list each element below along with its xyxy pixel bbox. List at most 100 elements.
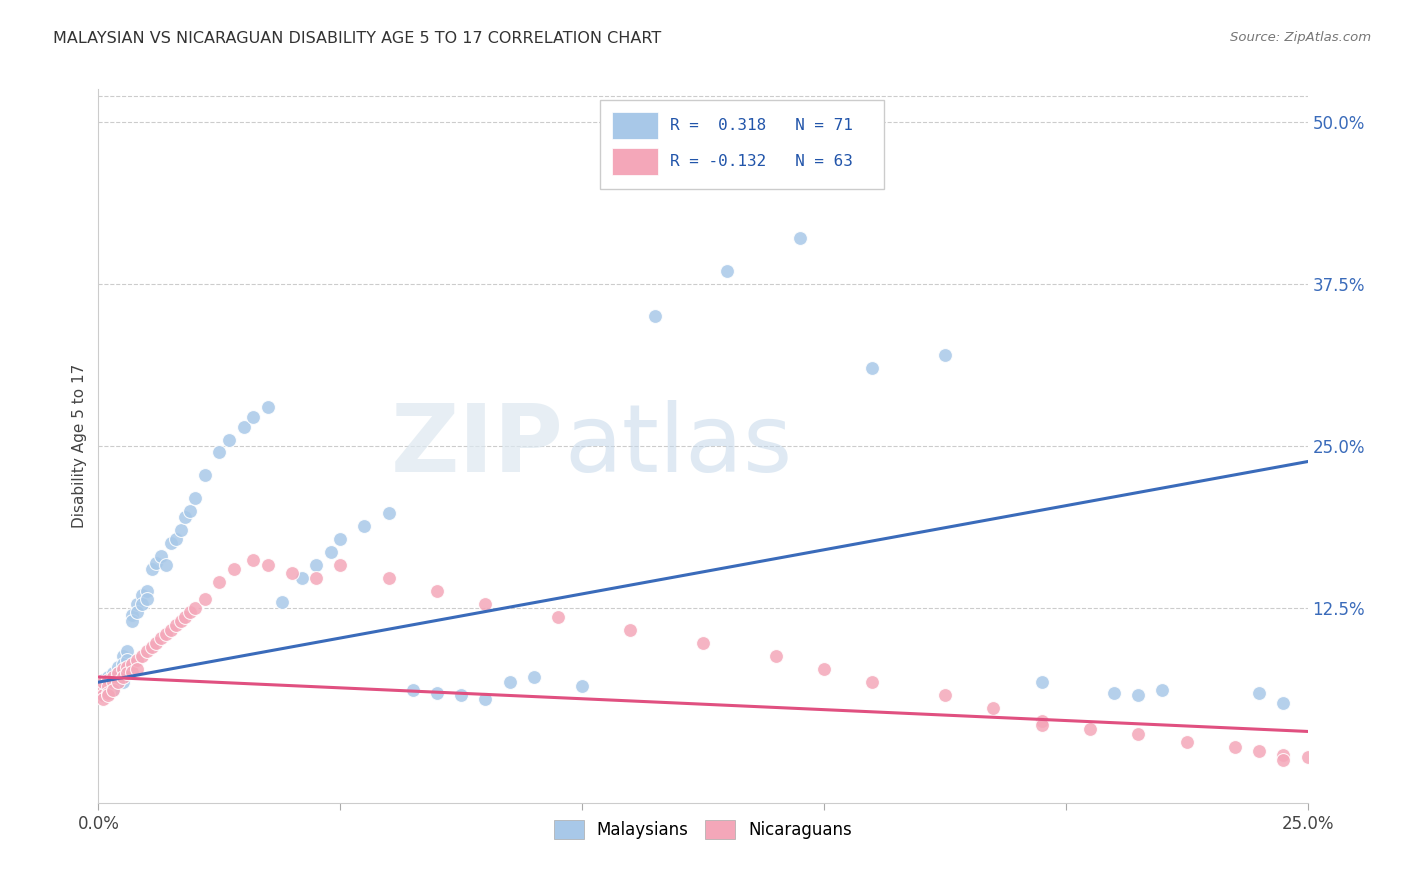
Point [131, 588, 153, 602]
Legend: Malaysians, Nicaraguans: Malaysians, Nicaraguans [547, 814, 859, 846]
Text: R = -0.132   N = 63: R = -0.132 N = 63 [671, 153, 853, 169]
Point [117, 653, 139, 667]
Point [101, 675, 124, 690]
Point [121, 607, 143, 622]
Point [571, 679, 593, 693]
Point [97, 675, 120, 690]
Text: atlas: atlas [564, 400, 792, 492]
Point [101, 682, 124, 697]
Point [91, 682, 114, 697]
Point [141, 562, 163, 576]
FancyBboxPatch shape [600, 100, 884, 189]
Bar [613, 148, 658, 175]
Point [107, 675, 129, 690]
Point [97, 679, 120, 693]
Point [107, 659, 129, 673]
Point [305, 558, 328, 573]
Point [117, 662, 139, 676]
Point [91, 679, 114, 693]
Point [1272, 747, 1295, 762]
Point [218, 433, 240, 447]
Point [117, 659, 139, 673]
Point [242, 410, 264, 425]
Point [111, 657, 134, 671]
Point [174, 510, 197, 524]
Point [91, 675, 114, 690]
Point [934, 688, 956, 702]
Point [765, 649, 787, 664]
Point [101, 673, 124, 687]
Point [1031, 714, 1053, 728]
Point [121, 665, 143, 679]
Point [101, 670, 124, 684]
Point [160, 624, 183, 638]
Point [1128, 688, 1150, 702]
Point [319, 545, 342, 559]
Point [194, 467, 217, 482]
Point [426, 685, 449, 699]
Point [1272, 753, 1295, 767]
Point [121, 657, 143, 671]
Point [450, 688, 472, 702]
Point [1128, 727, 1150, 741]
Point [305, 571, 328, 585]
Point [1152, 682, 1174, 697]
Point [271, 595, 294, 609]
Text: R =  0.318   N = 71: R = 0.318 N = 71 [671, 118, 853, 133]
Point [184, 491, 207, 505]
Point [127, 597, 149, 611]
Point [184, 601, 207, 615]
Point [174, 610, 197, 624]
Point [97, 685, 120, 699]
Point [169, 614, 191, 628]
Point [145, 556, 167, 570]
Point [107, 666, 129, 681]
Point [402, 682, 425, 697]
Point [860, 675, 883, 690]
Point [256, 558, 278, 573]
Point [194, 592, 217, 607]
Point [179, 504, 201, 518]
Point [474, 692, 496, 706]
Point [101, 682, 124, 697]
Point [135, 584, 157, 599]
Point [127, 653, 149, 667]
Text: ZIP: ZIP [391, 400, 564, 492]
Point [377, 507, 399, 521]
Point [145, 636, 167, 650]
Point [329, 533, 352, 547]
Point [155, 558, 177, 573]
Point [1249, 685, 1271, 699]
Point [91, 679, 114, 693]
Point [498, 675, 520, 690]
Text: Source: ZipAtlas.com: Source: ZipAtlas.com [1230, 31, 1371, 45]
Point [97, 673, 120, 687]
Point [692, 636, 714, 650]
Point [121, 614, 143, 628]
Point [281, 566, 304, 581]
Point [150, 631, 173, 645]
Point [91, 673, 114, 687]
Point [111, 675, 134, 690]
Y-axis label: Disability Age 5 to 17: Disability Age 5 to 17 [72, 364, 87, 528]
Point [813, 662, 835, 676]
Point [860, 361, 883, 376]
Point [111, 662, 134, 676]
Point [547, 610, 569, 624]
Point [135, 592, 157, 607]
Point [160, 536, 183, 550]
Point [165, 618, 187, 632]
Point [716, 264, 738, 278]
Point [619, 624, 641, 638]
Point [127, 605, 149, 619]
Point [1078, 722, 1101, 736]
Point [1102, 685, 1125, 699]
Point [474, 597, 496, 611]
Point [107, 666, 129, 681]
Point [131, 597, 153, 611]
Point [208, 575, 231, 590]
Point [169, 524, 191, 538]
Point [290, 571, 312, 585]
Point [91, 688, 114, 702]
Point [141, 640, 163, 654]
